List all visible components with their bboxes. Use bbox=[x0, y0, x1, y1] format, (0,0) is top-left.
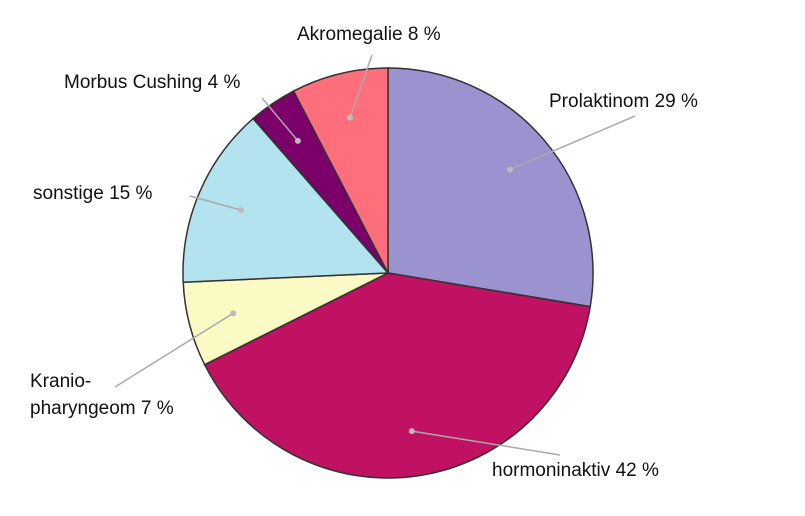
slice-value-label: 8 % bbox=[408, 24, 441, 45]
leader-line bbox=[349, 54, 373, 118]
slice-name: Morbus Cushing bbox=[64, 72, 202, 93]
slice-label: Akromegalie 8 % bbox=[297, 24, 441, 45]
slice-name: Prolaktinom bbox=[549, 91, 649, 112]
leader-dot bbox=[230, 310, 237, 317]
slice-label: hormoninaktiv 42 % bbox=[492, 460, 659, 481]
slice-value-label: 4 % bbox=[208, 72, 241, 93]
slice-name: hormoninaktiv bbox=[492, 460, 611, 481]
leader-dot bbox=[408, 428, 415, 435]
slice-name: Kranio-pharyngeom bbox=[30, 371, 136, 419]
pie-slice bbox=[182, 117, 390, 283]
slice-value-label: 15 % bbox=[109, 183, 152, 204]
slice-value-label: 29 % bbox=[655, 91, 698, 112]
slice-label: Prolaktinom 29 % bbox=[549, 91, 698, 112]
leader-line bbox=[411, 430, 561, 456]
slice-name: sonstige bbox=[33, 183, 104, 204]
leader-dot bbox=[347, 114, 354, 121]
leader-line bbox=[114, 312, 234, 388]
leader-line bbox=[509, 115, 636, 171]
slice-value-label: 42 % bbox=[616, 460, 659, 481]
slice-label: Kranio-pharyngeom 7 % bbox=[30, 371, 174, 419]
slice-name: Akromegalie bbox=[297, 24, 403, 45]
leader-dot bbox=[294, 137, 301, 144]
leader-dot bbox=[506, 166, 513, 173]
leader-line bbox=[189, 195, 242, 211]
slices bbox=[182, 67, 594, 479]
pie-slice bbox=[387, 67, 594, 308]
slice-label: sonstige 15 % bbox=[33, 183, 152, 204]
pie-slice bbox=[292, 67, 389, 274]
pie-slice bbox=[203, 272, 592, 479]
leader-dot bbox=[237, 207, 244, 214]
slice-value-label: 7 % bbox=[141, 398, 174, 419]
leader-line bbox=[261, 97, 299, 142]
slice-label: Morbus Cushing 4 % bbox=[64, 72, 240, 93]
